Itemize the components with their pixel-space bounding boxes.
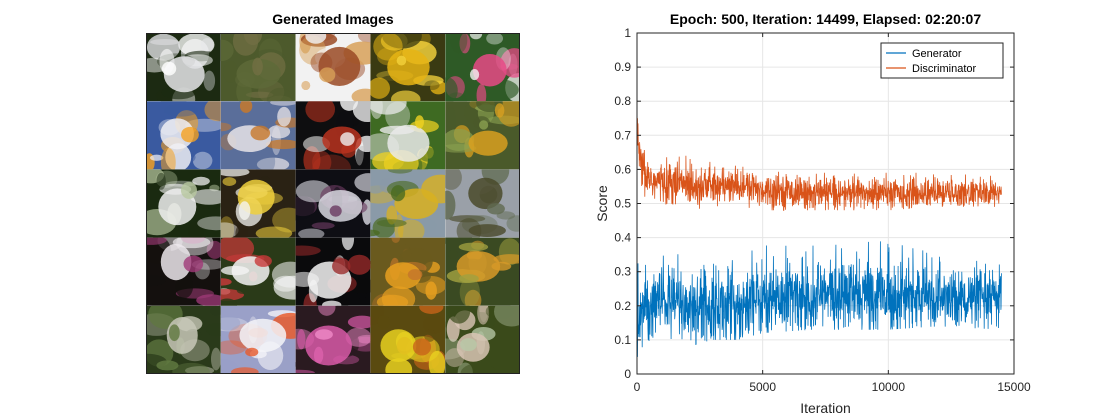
generated-image-tile (370, 101, 446, 170)
generated-image-tile (146, 169, 221, 238)
generated-image-tile (295, 237, 371, 306)
generated-image-tile (370, 305, 446, 374)
image-grid-canvas (146, 33, 520, 374)
generated-image-tile (220, 305, 296, 374)
generated-image-tile (445, 169, 520, 238)
y-axis-label: Score (594, 185, 610, 222)
x-tick-label: 10000 (872, 380, 906, 394)
y-tick-label: 0 (624, 367, 631, 381)
generated-images-title: Generated Images (272, 11, 394, 27)
x-axis-label: Iteration (800, 400, 851, 416)
generated-image-tile (370, 237, 446, 306)
generated-image-tile (220, 169, 296, 238)
y-tick-label: 0.2 (614, 299, 631, 313)
y-tick-label: 0.3 (614, 265, 631, 279)
legend-label: Generator (912, 48, 962, 60)
x-tick-label: 0 (634, 380, 641, 394)
generated-image-tile (220, 237, 296, 306)
y-tick-label: 0.8 (614, 94, 631, 108)
generated-image-tile (146, 33, 221, 102)
generated-image-tile (445, 101, 520, 170)
y-tick-label: 0.4 (614, 231, 631, 245)
generated-image-tile (295, 305, 371, 374)
series-line-generator (637, 241, 1002, 374)
generated-images-grid (146, 33, 520, 374)
x-tick-label: 15000 (997, 380, 1031, 394)
generated-image-tile (146, 101, 221, 170)
series-line-discriminator (637, 101, 1002, 211)
generated-image-tile (295, 101, 371, 170)
generated-image-tile (295, 33, 371, 102)
generated-image-tile (220, 33, 296, 102)
generated-image-tile (146, 305, 221, 374)
generated-image-tile (370, 169, 446, 238)
chart-title: Epoch: 500, Iteration: 14499, Elapsed: 0… (669, 11, 982, 27)
generated-image-tile (445, 33, 520, 102)
y-tick-label: 0.9 (614, 60, 631, 74)
y-tick-label: 0.1 (614, 333, 631, 347)
x-tick-label: 5000 (749, 380, 776, 394)
generated-image-tile (370, 33, 446, 102)
y-tick-label: 0.5 (614, 197, 631, 211)
y-tick-label: 1 (624, 26, 631, 40)
generated-image-tile (445, 237, 520, 306)
legend: Generator Discriminator (880, 42, 1004, 79)
generated-image-tile (295, 169, 371, 238)
y-tick-label: 0.6 (614, 162, 631, 176)
generated-image-tile (220, 101, 296, 170)
legend-label: Discriminator (912, 63, 977, 75)
generated-image-tile (146, 237, 221, 306)
y-tick-label: 0.7 (614, 128, 631, 142)
generated-image-tile (445, 305, 520, 374)
